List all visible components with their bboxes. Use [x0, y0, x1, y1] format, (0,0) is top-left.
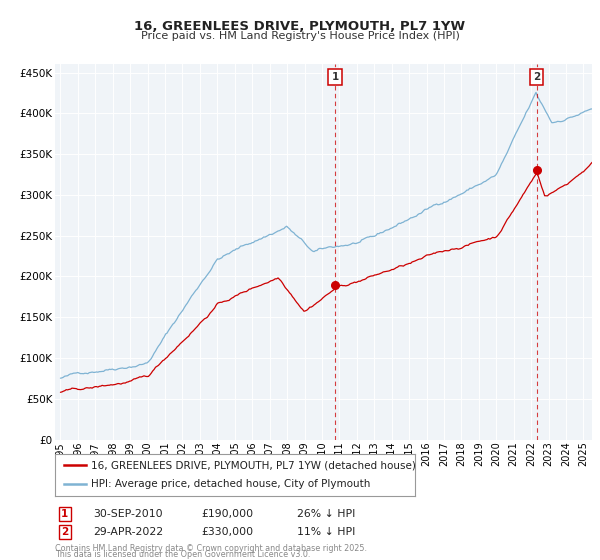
Text: 1: 1: [331, 72, 338, 82]
Text: 11% ↓ HPI: 11% ↓ HPI: [297, 527, 355, 537]
Text: HPI: Average price, detached house, City of Plymouth: HPI: Average price, detached house, City…: [91, 479, 371, 489]
Text: 1: 1: [61, 509, 68, 519]
Text: 2: 2: [61, 527, 68, 537]
Text: Price paid vs. HM Land Registry's House Price Index (HPI): Price paid vs. HM Land Registry's House …: [140, 31, 460, 41]
Text: 16, GREENLEES DRIVE, PLYMOUTH, PL7 1YW: 16, GREENLEES DRIVE, PLYMOUTH, PL7 1YW: [134, 20, 466, 32]
Text: 16, GREENLEES DRIVE, PLYMOUTH, PL7 1YW (detached house): 16, GREENLEES DRIVE, PLYMOUTH, PL7 1YW (…: [91, 460, 416, 470]
Text: £330,000: £330,000: [201, 527, 253, 537]
Text: 29-APR-2022: 29-APR-2022: [93, 527, 163, 537]
Text: 2: 2: [533, 72, 541, 82]
Text: Contains HM Land Registry data © Crown copyright and database right 2025.: Contains HM Land Registry data © Crown c…: [55, 544, 367, 553]
Text: 30-SEP-2010: 30-SEP-2010: [93, 509, 163, 519]
Text: This data is licensed under the Open Government Licence v3.0.: This data is licensed under the Open Gov…: [55, 550, 311, 559]
Text: £190,000: £190,000: [201, 509, 253, 519]
Text: 26% ↓ HPI: 26% ↓ HPI: [297, 509, 355, 519]
